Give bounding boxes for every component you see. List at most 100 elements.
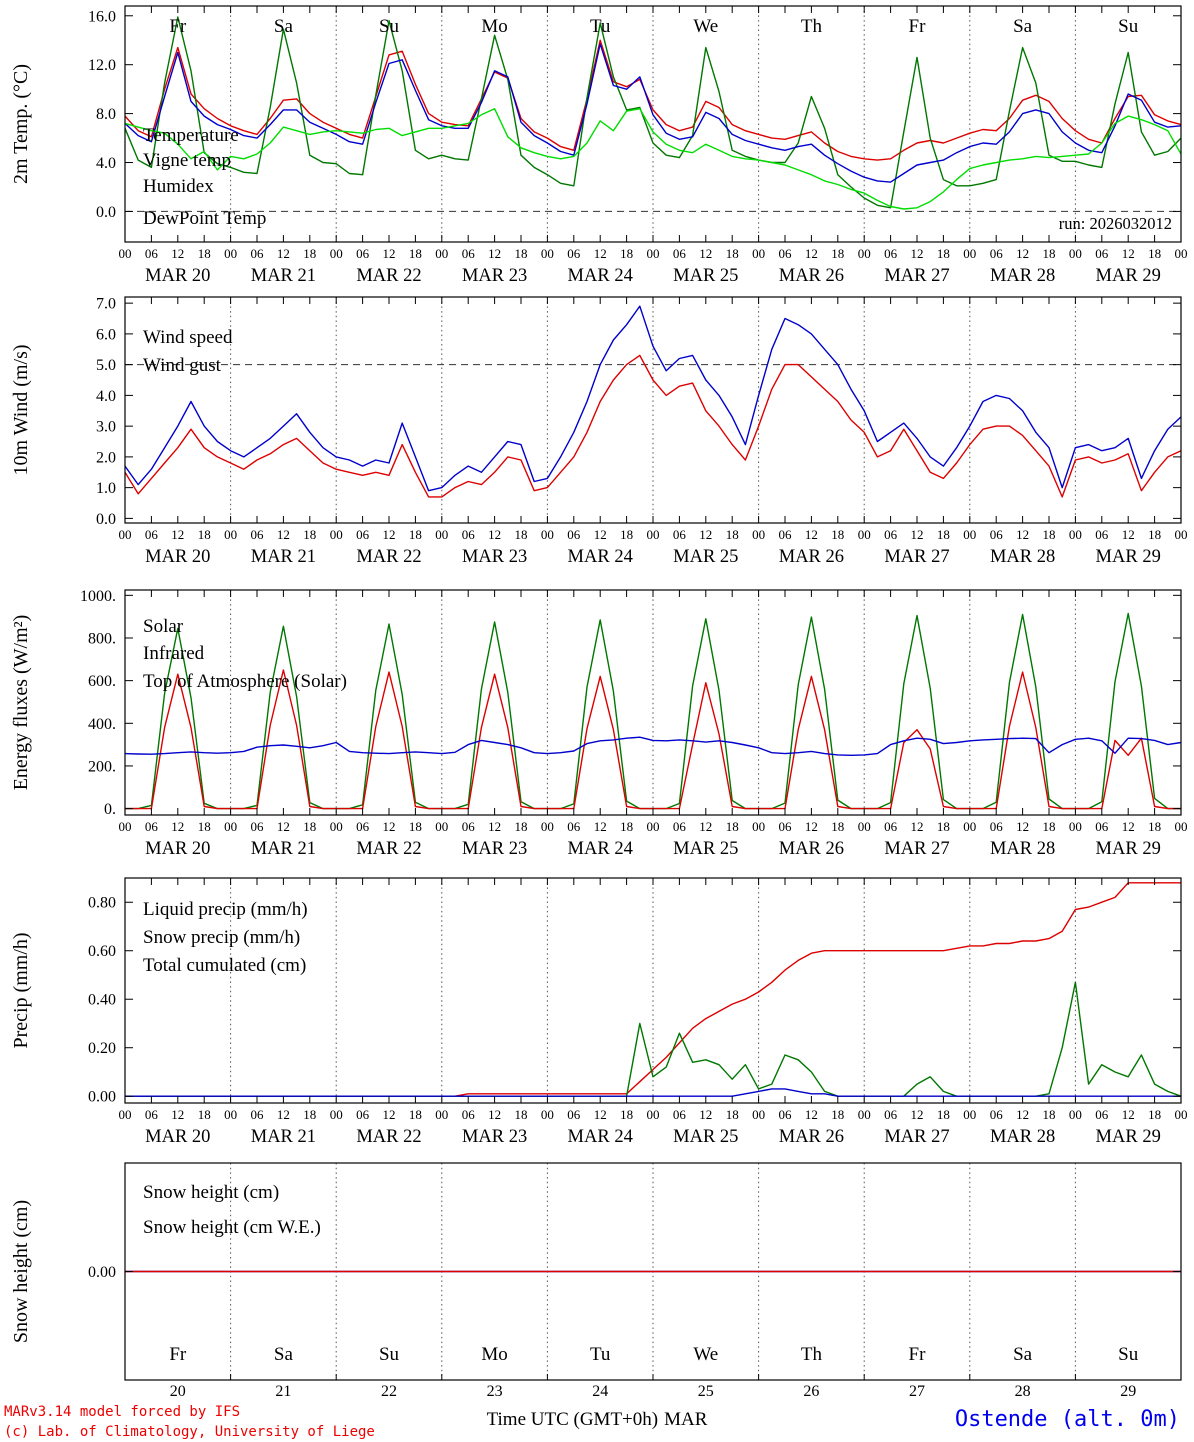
panel-2m-temperature: 0.0 4.0 8.0 12.0 16.0 00 06 12 18 00 06 12 18 00 06 12 1… <box>0 0 1194 290</box>
x-tick-label: 06 <box>251 246 265 261</box>
x-tick-label: 12 <box>594 527 607 542</box>
x-tick-label: 06 <box>356 527 370 542</box>
x-tick-label: 06 <box>1095 527 1109 542</box>
x-tick-label: 00 <box>541 527 554 542</box>
y-tick-label: 600. <box>88 673 116 690</box>
legend-snow-precip: Snow precip (mm/h) <box>143 927 300 948</box>
y-tick-label: 0.00 <box>88 1264 116 1281</box>
date-label: MAR 23 <box>462 547 527 567</box>
x-tick-label: 06 <box>884 527 898 542</box>
x-tick-label: 06 <box>1095 1107 1109 1122</box>
x-tick-label: 06 <box>779 819 793 834</box>
x-tick-label: 00 <box>119 246 132 261</box>
x-tick-label: 06 <box>356 246 370 261</box>
legend-wind-speed: Wind speed <box>143 327 233 348</box>
x-tick-label: 12 <box>911 246 924 261</box>
x-tick-label: 06 <box>673 246 687 261</box>
weekday-label: Mo <box>481 16 507 37</box>
x-tick-label: 06 <box>567 246 581 261</box>
x-tick-label: 12 <box>1122 246 1135 261</box>
x-tick-label: 00 <box>224 246 237 261</box>
x-tick-label: 00 <box>752 1107 765 1122</box>
x-tick-label: 06 <box>251 527 265 542</box>
date-label: MAR 22 <box>356 1127 421 1147</box>
y-axis-title: Precip (mm/h) <box>10 932 32 1048</box>
x-tick-label: 18 <box>303 1107 316 1122</box>
series-wind-speed <box>124 354 1182 498</box>
x-tick-label: 06 <box>884 1107 898 1122</box>
model-credit-line: MARv3.14 model forced by IFS <box>4 1404 241 1420</box>
run-info: run: 2026032012 <box>1059 214 1172 233</box>
x-tick-label: 00 <box>1175 527 1188 542</box>
x-tick-label: 00 <box>1175 246 1188 261</box>
x-tick-label: 18 <box>515 246 528 261</box>
legend-toa-solar: Top of Atmosphere (Solar) <box>143 671 347 692</box>
x-tick-label: 06 <box>356 819 370 834</box>
date-label: MAR 27 <box>884 1127 949 1147</box>
legend-wind-gust: Wind gust <box>143 355 222 376</box>
x-tick-label: 18 <box>620 819 633 834</box>
date-label: MAR 24 <box>568 839 633 859</box>
date-label: MAR 20 <box>145 1127 210 1147</box>
weekday-label: Sa <box>1013 1344 1033 1365</box>
x-tick-label: 06 <box>884 819 898 834</box>
legend-liquid-precip: Liquid precip (mm/h) <box>143 899 308 920</box>
x-tick-label: 06 <box>145 819 159 834</box>
x-tick-label: 12 <box>594 819 607 834</box>
date-label: MAR 23 <box>462 266 527 286</box>
x-tick-label: 12 <box>1122 527 1135 542</box>
x-tick-label: 00 <box>330 246 343 261</box>
x-tick-label: 18 <box>937 1107 950 1122</box>
legend-total-cumulated: Total cumulated (cm) <box>143 955 306 976</box>
x-tick-label: 06 <box>779 527 793 542</box>
y-tick-label: 8.0 <box>96 106 116 123</box>
x-tick-label: 18 <box>409 246 422 261</box>
panel-precipitation: 0.00 0.20 0.40 0.60 0.80 00 06 12 18 00 06 12 18 00 06… <box>0 868 1194 1156</box>
x-tick-label: 18 <box>831 246 844 261</box>
footer: MARv3.14 model forced by IFS (c) Lab. of… <box>0 1401 1194 1440</box>
legend-dewpoint-temp: DewPoint Temp <box>143 208 266 229</box>
date-label: MAR 26 <box>779 1127 844 1147</box>
date-label: MAR 23 <box>462 839 527 859</box>
x-tick-label: 12 <box>911 1107 924 1122</box>
x-tick-label: 00 <box>119 1107 132 1122</box>
date-label: MAR 21 <box>251 547 316 567</box>
date-label: MAR 26 <box>779 547 844 567</box>
date-label: MAR 24 <box>568 1127 633 1147</box>
x-tick-label: 18 <box>198 246 211 261</box>
weekday-label: Fr <box>909 1344 927 1365</box>
x-tick-label: 00 <box>435 246 448 261</box>
weekday-label: Fr <box>169 16 187 37</box>
x-tick-label: 18 <box>303 246 316 261</box>
x-tick-label: 18 <box>937 246 950 261</box>
date-label: MAR 27 <box>884 266 949 286</box>
x-tick-label: 06 <box>462 819 476 834</box>
x-tick-label: 00 <box>330 1107 343 1122</box>
x-tick-label: 12 <box>699 819 712 834</box>
x-tick-label: 06 <box>145 246 159 261</box>
x-tick-label: 06 <box>990 527 1004 542</box>
x-tick-label: 18 <box>1043 1107 1056 1122</box>
x-tick-label: 06 <box>990 246 1004 261</box>
date-label: MAR 20 <box>145 547 210 567</box>
date-label: MAR 29 <box>1096 547 1161 567</box>
x-tick-label: 06 <box>673 1107 687 1122</box>
x-tick-label: 00 <box>1069 1107 1082 1122</box>
x-tick-label: 00 <box>541 819 554 834</box>
x-tick-label: 06 <box>990 819 1004 834</box>
x-tick-label: 12 <box>171 819 184 834</box>
y-tick-label: 0.0 <box>96 204 116 221</box>
x-tick-label: 00 <box>224 527 237 542</box>
x-tick-label: 18 <box>303 527 316 542</box>
legend-snow-height-we: Snow height (cm W.E.) <box>143 1217 321 1238</box>
x-tick-label: 06 <box>1095 246 1109 261</box>
y-tick-label: 7.0 <box>96 296 116 313</box>
x-tick-label: 00 <box>119 527 132 542</box>
y-tick-label: 400. <box>88 716 116 733</box>
weekday-label: Sa <box>274 16 294 37</box>
x-tick-label: 18 <box>1043 527 1056 542</box>
y-tick-label: 0.20 <box>88 1040 116 1057</box>
date-label: MAR 28 <box>990 839 1055 859</box>
date-label: MAR 24 <box>568 547 633 567</box>
x-tick-label: 18 <box>831 1107 844 1122</box>
